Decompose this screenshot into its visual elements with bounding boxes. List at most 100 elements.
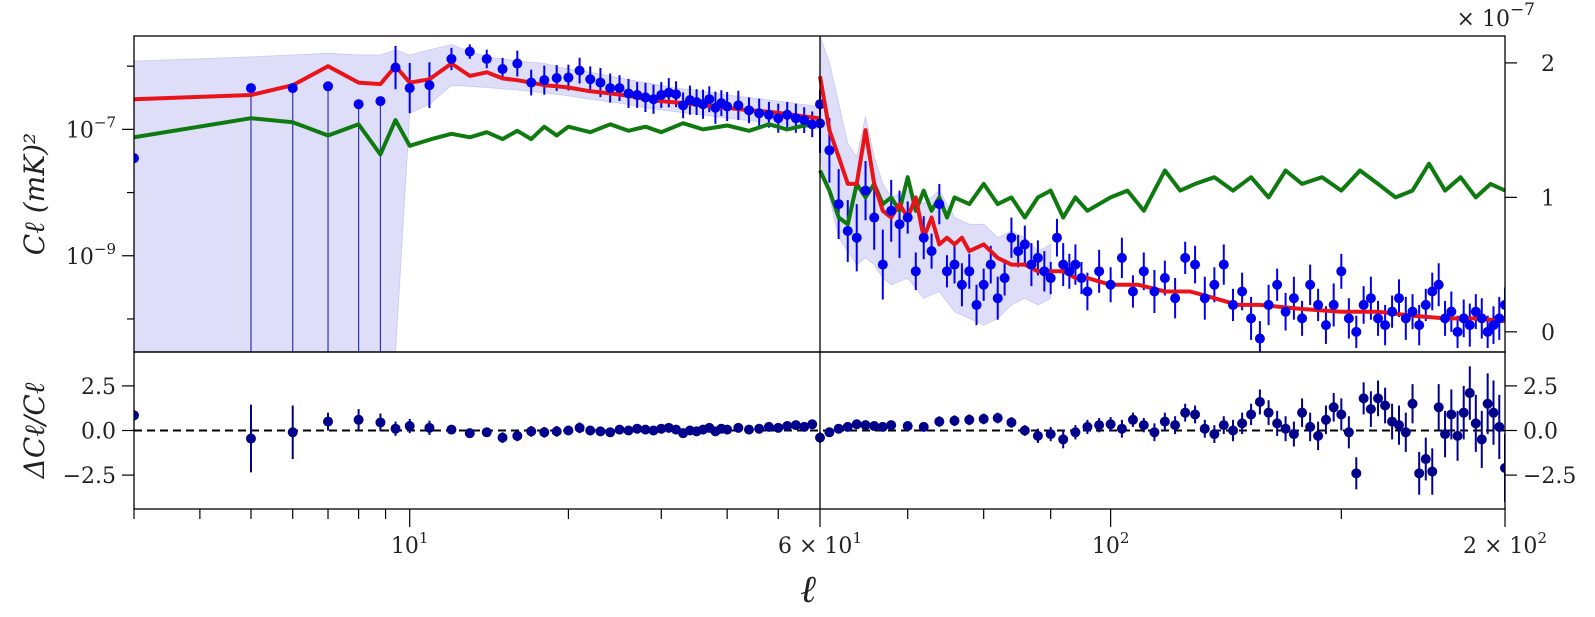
residual-point: [1082, 421, 1093, 432]
residual-point: [1373, 393, 1384, 404]
data-point: [446, 53, 457, 64]
residual-point: [1170, 420, 1181, 431]
residual-point: [773, 422, 784, 433]
data-point: [640, 92, 651, 103]
residual-point: [743, 424, 754, 435]
data-point: [824, 145, 835, 156]
data-point: [1470, 306, 1481, 317]
residual-point: [1272, 418, 1283, 429]
residual-point: [1209, 429, 1220, 440]
data-point: [353, 99, 364, 110]
data-point: [807, 119, 818, 130]
residual-point: [623, 425, 634, 436]
x-tick-label: 101: [391, 529, 429, 559]
data-point: [1440, 313, 1451, 324]
data-point: [934, 199, 945, 210]
residual-point: [390, 423, 401, 434]
residual-point: [1482, 398, 1493, 409]
residual-point: [539, 427, 550, 438]
data-point: [1373, 313, 1384, 324]
residual-point: [287, 427, 298, 438]
uncertainty-band-high: [819, 36, 1052, 326]
data-point: [1218, 259, 1229, 270]
residual-point: [1446, 409, 1457, 420]
residual-point: [1427, 466, 1438, 477]
residual-point: [640, 424, 651, 435]
data-point: [1082, 286, 1093, 297]
data-point: [1209, 279, 1220, 290]
data-point: [1254, 333, 1265, 344]
residual-point: [1464, 388, 1475, 399]
residual-point: [1407, 398, 1418, 409]
residual-point: [1351, 468, 1362, 479]
data-point: [860, 185, 871, 196]
data-point: [1199, 293, 1210, 304]
data-point: [1039, 266, 1050, 277]
residual-point: [1414, 468, 1425, 479]
residual-point: [1116, 423, 1127, 434]
data-point: [941, 266, 952, 277]
residual-point: [1280, 423, 1291, 434]
residual-point: [934, 416, 945, 427]
residual-point: [1488, 407, 1499, 418]
data-point: [512, 58, 523, 69]
residual-point: [1313, 430, 1324, 441]
data-point: [1420, 299, 1431, 310]
data-point: [877, 259, 888, 270]
residual-point: [1433, 402, 1444, 413]
data-point: [956, 279, 967, 290]
data-point: [1006, 232, 1017, 243]
axes-layer: [122, 35, 1517, 527]
residual-point: [632, 423, 643, 434]
residual-point: [799, 421, 810, 432]
residual-point: [1159, 416, 1170, 427]
data-point: [949, 259, 960, 270]
y-axis-label-top: Cℓ (mK)²: [18, 133, 51, 256]
data-point: [1365, 293, 1376, 304]
residual-point: [1380, 400, 1391, 411]
green-series-line-high: [818, 161, 1505, 227]
green-series-line-low: [134, 116, 821, 157]
data-point: [1138, 266, 1149, 277]
data-point: [926, 246, 937, 257]
residual-point: [1494, 421, 1505, 432]
data-point: [1358, 299, 1369, 310]
residual-point: [902, 421, 913, 432]
y-bottom-left-tick-label: 2.5: [81, 375, 116, 400]
x-tick-label: 102: [1092, 529, 1130, 559]
data-point: [799, 115, 810, 126]
y-bottom-right-tick-label: 2.5: [1523, 375, 1558, 400]
residual-point: [481, 427, 492, 438]
data-point: [902, 212, 913, 223]
data-point: [563, 72, 574, 83]
data-point: [539, 75, 550, 86]
residual-point: [1180, 407, 1191, 418]
residual-point: [497, 432, 508, 443]
residual-point: [722, 424, 733, 435]
residual-point: [574, 422, 585, 433]
y-axis-label-bottom: ΔCℓ/Cℓ: [18, 382, 51, 479]
data-point: [894, 219, 905, 230]
residual-point: [964, 414, 975, 425]
residual-point: [1019, 425, 1030, 436]
data-point: [656, 89, 667, 100]
residual-point: [353, 414, 364, 425]
y-bottom-right-tick-label: −2.5: [1523, 464, 1576, 489]
y-right-tick-label: 0: [1541, 321, 1555, 346]
residual-point: [978, 413, 989, 424]
residual-point: [842, 421, 853, 432]
data-point: [1476, 313, 1487, 324]
residual-point: [1440, 429, 1451, 440]
data-point: [1045, 273, 1056, 284]
residual-point: [1138, 420, 1149, 431]
data-point: [1190, 259, 1201, 270]
y-right-offset-label: × 10−7: [1457, 0, 1535, 32]
data-point: [1149, 286, 1160, 297]
y-left-tick-label: 10−7: [66, 113, 116, 143]
residual-point: [1288, 429, 1299, 440]
data-point: [1380, 320, 1391, 331]
data-point: [1320, 320, 1331, 331]
residual-point: [1297, 407, 1308, 418]
data-point: [851, 232, 862, 243]
